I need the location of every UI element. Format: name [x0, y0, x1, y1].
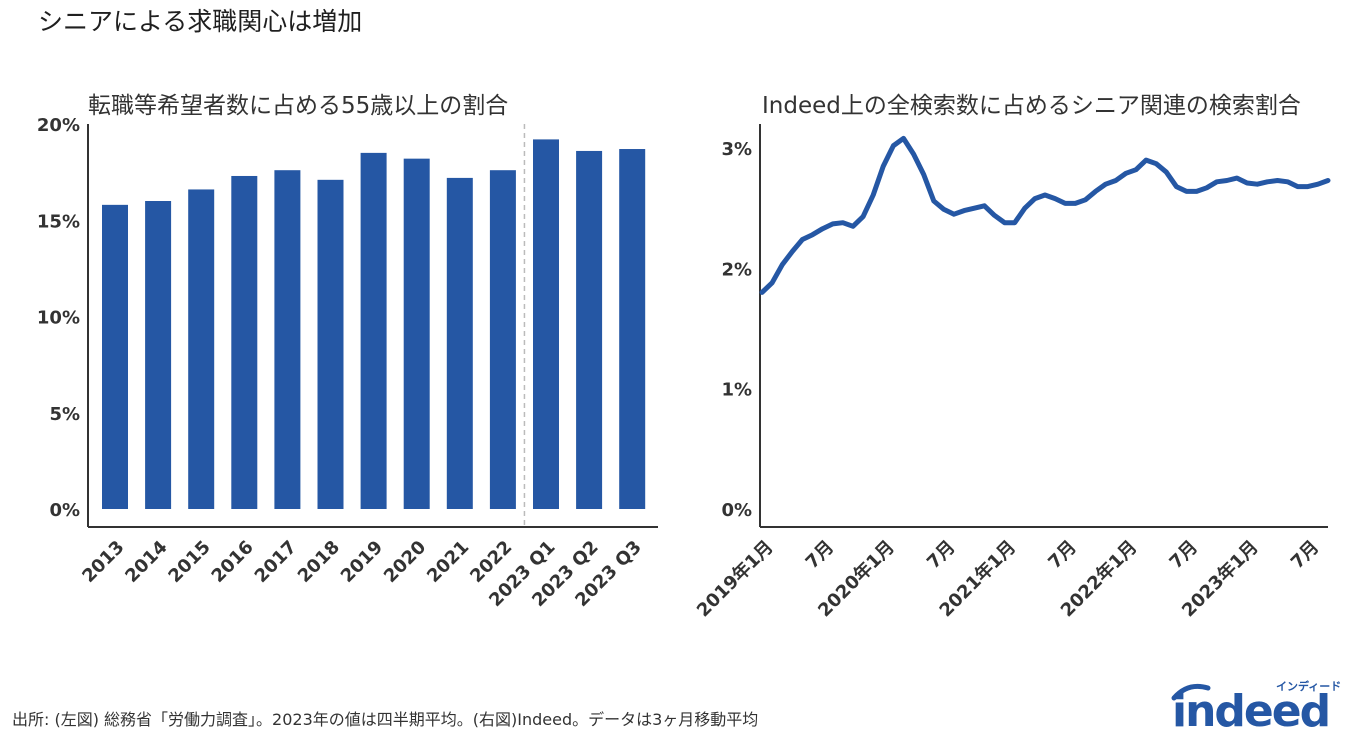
left-chart-title: 転職等希望者数に占める55歳以上の割合 — [88, 93, 509, 119]
bar — [360, 152, 387, 509]
indeed-logo: インディード indeed — [1171, 679, 1341, 732]
series-line — [759, 135, 1331, 295]
y-tick-label: 5% — [49, 404, 80, 425]
y-tick-label: 15% — [37, 211, 80, 232]
bar — [145, 201, 172, 509]
y-tick-label: 2% — [721, 259, 752, 280]
bar — [446, 177, 473, 509]
page-title: シニアによる求職関心は増加 — [38, 7, 363, 36]
logo-wordmark: indeed — [1172, 686, 1329, 732]
bar — [317, 179, 344, 509]
x-tick-label: 2017 — [251, 537, 301, 587]
y-tick-label: 20% — [37, 115, 80, 136]
bar — [403, 158, 430, 509]
x-tick-label: 2019 — [337, 537, 387, 587]
bar — [619, 149, 646, 509]
y-tick-label: 3% — [721, 139, 752, 160]
bar — [489, 170, 516, 509]
x-tick-label: 7月 — [1287, 537, 1323, 573]
y-tick-label: 0% — [721, 500, 752, 521]
x-tick-label: 2019年1月 — [692, 536, 777, 621]
bar — [188, 189, 215, 509]
y-tick-label: 10% — [37, 308, 80, 329]
x-tick-label: 7月 — [923, 537, 959, 573]
x-tick-label: 2013 — [78, 537, 128, 587]
bar — [231, 175, 258, 509]
x-tick-label: 2021 — [423, 537, 473, 587]
x-tick-label: 2014 — [121, 537, 171, 587]
y-tick-label: 1% — [721, 380, 752, 401]
x-tick-label: 2015 — [164, 537, 214, 587]
bar-chart: 0% 5% 10% 15% 20% 201320142015201620172018201… — [37, 115, 658, 611]
bar — [102, 204, 128, 509]
source-note: 出所: (左図) 総務省「労働力調査」。2023年の値は四半期平均。(右図)In… — [12, 710, 759, 729]
x-tick-label: 7月 — [802, 537, 838, 573]
x-tick-label: 2018 — [294, 537, 344, 587]
x-tick-label: 7月 — [1166, 537, 1202, 573]
bar — [274, 170, 301, 509]
x-tick-label: 7月 — [1044, 537, 1080, 573]
right-chart-title: Indeed上の全検索数に占めるシニア関連の検索割合 — [762, 93, 1301, 119]
bar — [533, 139, 559, 509]
y-tick-label: 0% — [49, 500, 80, 521]
logo-tagline: インディード — [1276, 679, 1341, 693]
x-tick-label: 2016 — [208, 537, 258, 587]
x-tick-label: 2020 — [380, 537, 430, 587]
bar — [576, 150, 603, 509]
